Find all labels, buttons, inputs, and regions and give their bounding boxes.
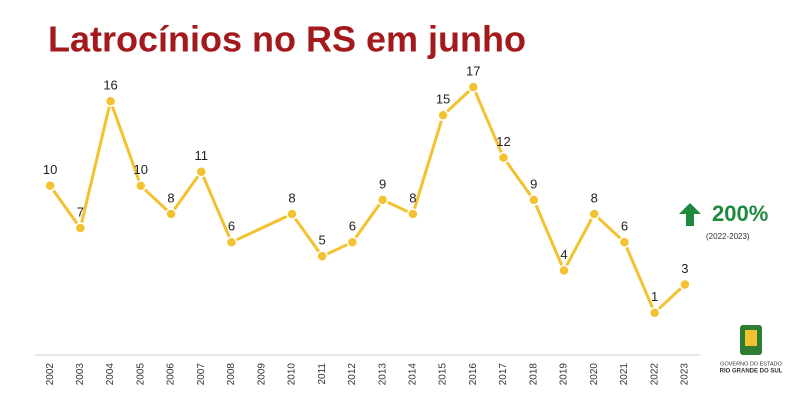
point xyxy=(648,306,661,319)
x-tick-label: 2018 xyxy=(528,363,539,386)
data-label: 9 xyxy=(379,176,386,191)
x-tick-label: 2013 xyxy=(377,363,388,386)
point xyxy=(165,208,177,220)
data-label: 6 xyxy=(228,219,235,234)
x-tick-label: 2012 xyxy=(347,363,358,386)
data-label: 17 xyxy=(466,64,480,79)
x-tick-label: 2004 xyxy=(105,363,116,386)
logo-line2: RIO GRANDE DO SUL xyxy=(720,369,783,375)
point xyxy=(346,236,359,248)
data-label: 16 xyxy=(103,78,117,93)
data-label: 15 xyxy=(436,92,450,107)
data-label: 10 xyxy=(134,162,148,177)
data-label: 6 xyxy=(621,219,628,234)
x-tick-label: 2021 xyxy=(619,363,630,386)
point xyxy=(376,194,389,206)
x-tick-label: 2016 xyxy=(468,363,479,386)
x-tick-label: 2017 xyxy=(498,363,509,386)
point xyxy=(135,180,147,192)
point xyxy=(497,151,510,164)
up-arrow xyxy=(679,203,701,226)
point xyxy=(528,194,540,206)
point xyxy=(437,109,449,122)
x-tick-label: 2003 xyxy=(75,363,86,386)
data-label: 6 xyxy=(349,219,356,234)
point xyxy=(286,208,298,220)
x-tick-label: 2008 xyxy=(226,363,237,386)
data-label: 1 xyxy=(651,289,658,304)
point xyxy=(44,180,56,192)
point xyxy=(74,222,87,234)
data-label: 10 xyxy=(43,162,57,177)
x-tick-label: 2010 xyxy=(287,363,298,386)
x-tick-label: 2015 xyxy=(438,363,449,386)
data-label: 11 xyxy=(195,148,209,163)
data-label: 8 xyxy=(409,190,416,205)
data-label: 8 xyxy=(288,190,295,205)
x-tick-label: 2007 xyxy=(196,363,207,386)
point xyxy=(588,208,600,220)
data-label: 4 xyxy=(560,247,567,262)
x-tick-label: 2023 xyxy=(680,363,691,386)
point xyxy=(558,264,570,277)
logo: GOVERNO DO ESTADO RIO GRANDE DO SUL xyxy=(720,325,783,375)
point xyxy=(679,278,691,291)
point xyxy=(407,208,419,220)
data-label: 5 xyxy=(319,233,326,248)
data-label: 7 xyxy=(77,205,84,220)
point xyxy=(467,81,480,93)
logo-emblem-center xyxy=(745,330,757,346)
x-tick-label: 2020 xyxy=(589,363,600,386)
data-label: 8 xyxy=(167,190,174,205)
annotation-value: 200% xyxy=(712,201,768,226)
x-tick-label: 2014 xyxy=(407,363,418,386)
point xyxy=(316,250,328,263)
x-tick-label: 2005 xyxy=(135,363,146,386)
point xyxy=(104,95,117,107)
annotation-period: (2022-2023) xyxy=(706,232,750,241)
data-label: 8 xyxy=(591,190,598,205)
point xyxy=(225,236,238,248)
x-tick-label: 2009 xyxy=(256,363,267,386)
x-tick-label: 2002 xyxy=(45,363,56,386)
point xyxy=(618,236,631,248)
chart-title: Latrocínios no RS em junho xyxy=(48,19,526,60)
point xyxy=(195,165,207,178)
logo-line1: GOVERNO DO ESTADO xyxy=(720,361,782,367)
data-label: 9 xyxy=(530,176,537,191)
annotation: 200% (2022-2023) xyxy=(679,201,768,241)
x-tick-label: 2022 xyxy=(649,363,660,386)
x-tick-label: 2019 xyxy=(559,363,570,386)
data-label: 3 xyxy=(681,261,688,276)
x-tick-label: 2011 xyxy=(317,363,328,385)
data-label: 12 xyxy=(496,134,510,149)
x-tick-label: 2006 xyxy=(166,363,177,386)
